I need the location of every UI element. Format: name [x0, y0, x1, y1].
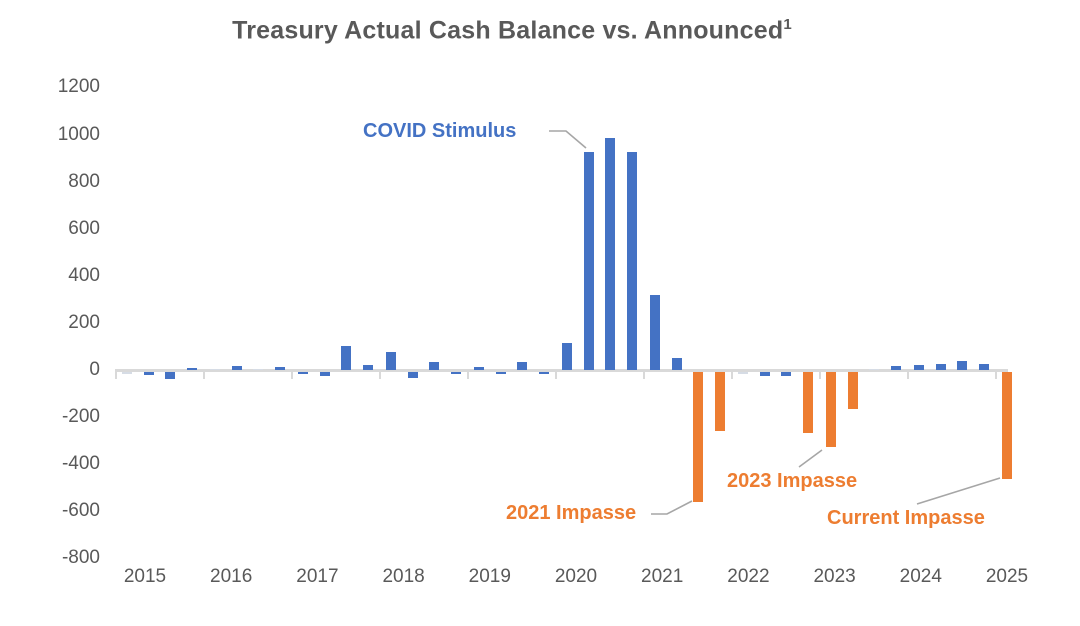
y-axis-label-400: 400 — [68, 264, 100, 286]
bar-2024-q4 — [978, 364, 989, 370]
bar-2017-q2 — [319, 372, 330, 377]
bar-2017-q1 — [298, 372, 308, 374]
x-axis-tick — [555, 372, 557, 379]
bar-2017-q4 — [362, 365, 373, 370]
y-axis-label--200: -200 — [61, 406, 100, 428]
bar-2024-q2 — [935, 364, 946, 370]
x-axis-tick — [291, 372, 293, 379]
bar-2020-q2 — [583, 152, 594, 370]
x-axis-label-2017: 2017 — [296, 566, 339, 587]
bar-2021-q4 — [714, 372, 725, 431]
annotation-impasse-current: Current Impasse — [827, 507, 985, 529]
x-axis-label-2024: 2024 — [899, 566, 942, 587]
y-axis-label-1200: 1200 — [57, 76, 100, 98]
bar-2019-q4 — [538, 372, 549, 374]
bar-2021-q2 — [671, 358, 682, 370]
bar-2015-q1 — [122, 372, 132, 374]
y-axis-label--800: -800 — [61, 547, 100, 569]
x-axis-label-2015: 2015 — [123, 566, 167, 587]
bar-2018-q3 — [429, 361, 439, 370]
y-axis-label-800: 800 — [68, 170, 100, 192]
x-axis-label-2016: 2016 — [210, 566, 253, 587]
bar-2023-q3 — [869, 368, 879, 370]
x-axis-label-2025: 2025 — [985, 566, 1029, 587]
bar-2016-q4 — [274, 367, 285, 370]
bar-2023-q4 — [890, 366, 901, 370]
bar-2023-q2 — [847, 372, 858, 409]
bar-2021-q1 — [650, 294, 660, 370]
bar-2022-q1 — [738, 372, 748, 374]
x-axis-tick — [907, 372, 909, 379]
bar-2020-q3 — [605, 138, 615, 370]
annotation-covid-stimulus: COVID Stimulus — [363, 120, 517, 142]
y-axis-label-200: 200 — [68, 311, 100, 333]
callout-line-impasse-current — [916, 477, 1001, 505]
bar-2022-q4 — [802, 372, 813, 434]
bar-2020-q1 — [562, 342, 572, 370]
bar-2019-q1 — [474, 367, 484, 370]
bar-2015-q2 — [143, 372, 154, 375]
x-axis-tick — [819, 372, 821, 379]
bar-2019-q2 — [495, 372, 506, 374]
x-axis-tick — [203, 372, 205, 379]
bar-2022-q2 — [759, 372, 770, 376]
bar-2015-q3 — [165, 372, 175, 379]
bar-2019-q3 — [517, 362, 527, 370]
bar-2017-q3 — [341, 346, 351, 370]
x-axis-label-2022: 2022 — [727, 566, 770, 587]
bar-2022-q3 — [781, 372, 791, 377]
y-axis-label-1000: 1000 — [57, 123, 100, 145]
bar-2023-q1 — [826, 372, 836, 448]
y-axis-label--400: -400 — [61, 453, 100, 475]
bar-2024-q1 — [914, 364, 924, 370]
x-axis-label-2021: 2021 — [641, 566, 684, 587]
bar-2018-q4 — [450, 372, 461, 374]
title-footnote-marker: 1 — [783, 16, 792, 33]
x-axis-tick — [379, 372, 381, 379]
x-axis-label-2023: 2023 — [813, 566, 856, 587]
bar-2018-q1 — [386, 351, 396, 370]
y-axis-label-0: 0 — [89, 359, 100, 380]
callout-line-impasse-2023 — [798, 449, 823, 468]
chart-title: Treasury Actual Cash Balance vs. Announc… — [232, 16, 792, 45]
callout-line-impasse-2021 — [651, 500, 693, 515]
x-axis-tick — [467, 372, 469, 379]
x-axis-tick — [731, 372, 733, 379]
bar-2021-q3 — [693, 372, 703, 502]
x-axis-tick — [995, 372, 997, 379]
bar-2018-q2 — [407, 372, 418, 378]
x-axis-label-2020: 2020 — [554, 566, 598, 587]
bar-2015-q4 — [186, 367, 197, 370]
bar-2024-q3 — [957, 361, 967, 370]
bar-2025-q1 — [1002, 372, 1012, 480]
x-axis-label-2018: 2018 — [382, 566, 425, 587]
bar-2016-q1 — [210, 368, 220, 370]
bar-2016-q2 — [231, 365, 242, 370]
x-axis-tick — [115, 372, 117, 379]
annotation-impasse-2023: 2023 Impasse — [727, 470, 858, 492]
x-axis-line — [115, 369, 1008, 372]
y-axis-label--600: -600 — [61, 500, 100, 522]
bar-2016-q3 — [253, 368, 263, 370]
annotation-impasse-2021: 2021 Impasse — [506, 502, 637, 524]
x-axis-label-2019: 2019 — [468, 566, 511, 587]
bar-2020-q4 — [626, 152, 637, 370]
x-axis-tick — [643, 372, 645, 379]
y-axis-label-600: 600 — [68, 217, 100, 239]
callout-line-covid-stimulus — [549, 130, 587, 149]
